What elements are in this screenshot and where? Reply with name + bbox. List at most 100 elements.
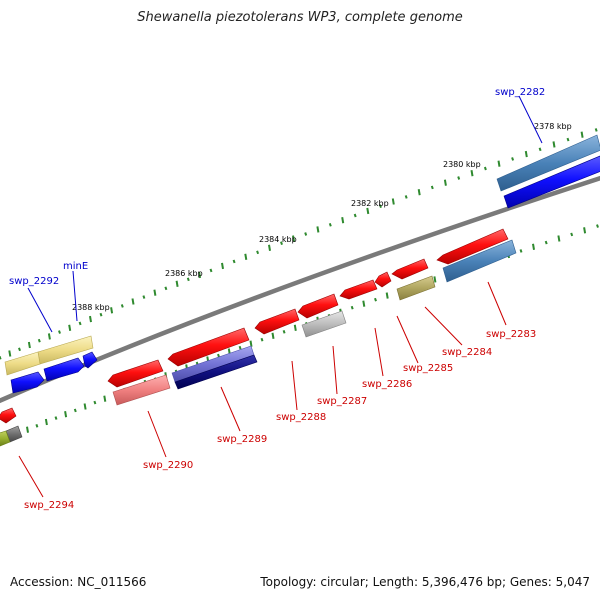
outer-tick-12 xyxy=(110,307,114,314)
topology-stats-text: Topology: circular; Length: 5,396,476 bp… xyxy=(260,575,590,589)
inner-tick-49 xyxy=(519,249,523,253)
gene-swp-2282[interactable] xyxy=(503,155,600,209)
outer-tick-9 xyxy=(78,321,82,326)
outer-tick-50 xyxy=(580,131,584,138)
outer-tick-28 xyxy=(292,235,295,242)
inner-tick-23 xyxy=(217,353,220,358)
outer-tick-3 xyxy=(18,347,21,352)
gene-swp-2293[interactable] xyxy=(0,407,17,424)
gene-swp-2290[interactable] xyxy=(107,359,164,388)
outer-tick-14 xyxy=(131,298,135,305)
inner-tick-54 xyxy=(583,227,587,234)
gene-swp-2284[interactable] xyxy=(391,258,429,280)
outer-tick-47 xyxy=(538,147,542,152)
gene-swp-2285[interactable] xyxy=(374,271,392,288)
inner-tick-11 xyxy=(93,400,97,405)
outer-tick-19 xyxy=(186,277,190,282)
inner-tick-7 xyxy=(54,416,58,420)
inner-tick-53 xyxy=(570,232,574,237)
inner-tick-37 xyxy=(374,297,377,302)
gene-swp-2287-cog[interactable] xyxy=(301,310,347,338)
outer-tick-13 xyxy=(120,304,124,308)
inner-tick-38 xyxy=(385,292,389,299)
inner-tick-27 xyxy=(260,337,264,342)
kbp-label-2378: 2378 kbp xyxy=(534,122,572,131)
outer-tick-33 xyxy=(353,213,357,218)
outer-tick-40 xyxy=(443,179,447,186)
label-swp-2285: swp_2285 xyxy=(403,363,453,374)
inner-tick-25 xyxy=(238,345,242,350)
outer-tick-38 xyxy=(417,189,421,196)
gene-mine[interactable] xyxy=(82,351,98,369)
outer-tick-51 xyxy=(594,128,598,132)
outer-tick-22 xyxy=(221,262,224,270)
outer-tick-43 xyxy=(483,166,487,171)
inner-tick-50 xyxy=(532,243,535,250)
inner-tick-29 xyxy=(282,329,286,334)
inner-tick-26 xyxy=(249,340,253,347)
gene-swp-2284-cog[interactable] xyxy=(396,275,436,301)
outer-tick-row xyxy=(0,128,598,360)
label-swp-2294: swp_2294 xyxy=(24,500,74,511)
inner-tick-4 xyxy=(26,426,29,433)
gene-swp-2292[interactable] xyxy=(10,371,45,394)
gene-swp-2289[interactable] xyxy=(167,327,250,367)
outer-tick-41 xyxy=(457,176,461,180)
outer-tick-32 xyxy=(341,217,345,224)
forward-leader-lines xyxy=(27,95,543,333)
label-swp-2292: swp_2292 xyxy=(9,276,59,287)
label-swp-2286: swp_2286 xyxy=(362,379,412,390)
outer-tick-16 xyxy=(153,289,157,296)
label-swp-2284: swp_2284 xyxy=(442,347,492,358)
gene-swp-2287[interactable] xyxy=(297,293,339,319)
gene-swp-2283-cog[interactable] xyxy=(442,239,517,283)
label-mine: minE xyxy=(63,261,88,272)
reverse-leader-lines xyxy=(18,281,507,498)
gene-swp-2289-cog-navy[interactable] xyxy=(174,354,258,390)
forward-strand-genes xyxy=(4,134,600,394)
gene-swp-2290-cog[interactable] xyxy=(112,374,171,406)
kbp-label-2380: 2380 kbp xyxy=(443,160,481,169)
outer-tick-45 xyxy=(511,157,515,161)
outer-tick-23 xyxy=(232,259,236,264)
inner-tick-30 xyxy=(293,324,297,331)
label-swp-2282: swp_2282 xyxy=(495,87,545,98)
outer-tick-37 xyxy=(404,195,408,199)
outer-tick-5 xyxy=(37,338,41,343)
outer-tick-7 xyxy=(58,330,61,334)
genome-backbone xyxy=(0,175,600,404)
outer-tick-24 xyxy=(244,253,248,260)
outer-tick-20 xyxy=(198,271,202,279)
outer-tick-36 xyxy=(391,198,395,205)
outer-tick-35 xyxy=(379,204,382,209)
gene-swp-2291[interactable] xyxy=(43,357,85,382)
outer-tick-1 xyxy=(0,355,2,360)
outer-tick-15 xyxy=(142,295,146,299)
gene-swp-2282-cog[interactable] xyxy=(496,134,600,192)
inner-tick-28 xyxy=(271,332,275,339)
inner-tick-6 xyxy=(44,418,48,426)
inner-tick-5 xyxy=(35,423,39,428)
label-swp-2290: swp_2290 xyxy=(143,460,193,471)
inner-tick-51 xyxy=(544,240,548,245)
gene-swp-2286[interactable] xyxy=(339,279,378,300)
outer-tick-48 xyxy=(552,141,556,148)
inner-tick-10 xyxy=(83,403,87,410)
outer-tick-4 xyxy=(27,341,31,349)
inner-tick-8 xyxy=(64,411,68,418)
label-swp-2283: swp_2283 xyxy=(486,329,536,340)
gene-swp-2294-cog[interactable] xyxy=(0,430,11,447)
outer-tick-44 xyxy=(497,160,501,167)
outer-tick-11 xyxy=(99,312,103,317)
inner-tick-35 xyxy=(350,305,354,310)
gene-swp-2292-cog[interactable] xyxy=(4,351,41,376)
outer-tick-8 xyxy=(68,324,72,331)
outer-tick-26 xyxy=(268,244,271,251)
label-swp-2288: swp_2288 xyxy=(276,412,326,423)
outer-tick-29 xyxy=(304,232,308,236)
inner-tick-12 xyxy=(103,395,107,402)
gene-swp-2288[interactable] xyxy=(254,308,300,335)
gene-swp-2283[interactable] xyxy=(436,228,509,265)
outer-tick-27 xyxy=(280,241,283,246)
